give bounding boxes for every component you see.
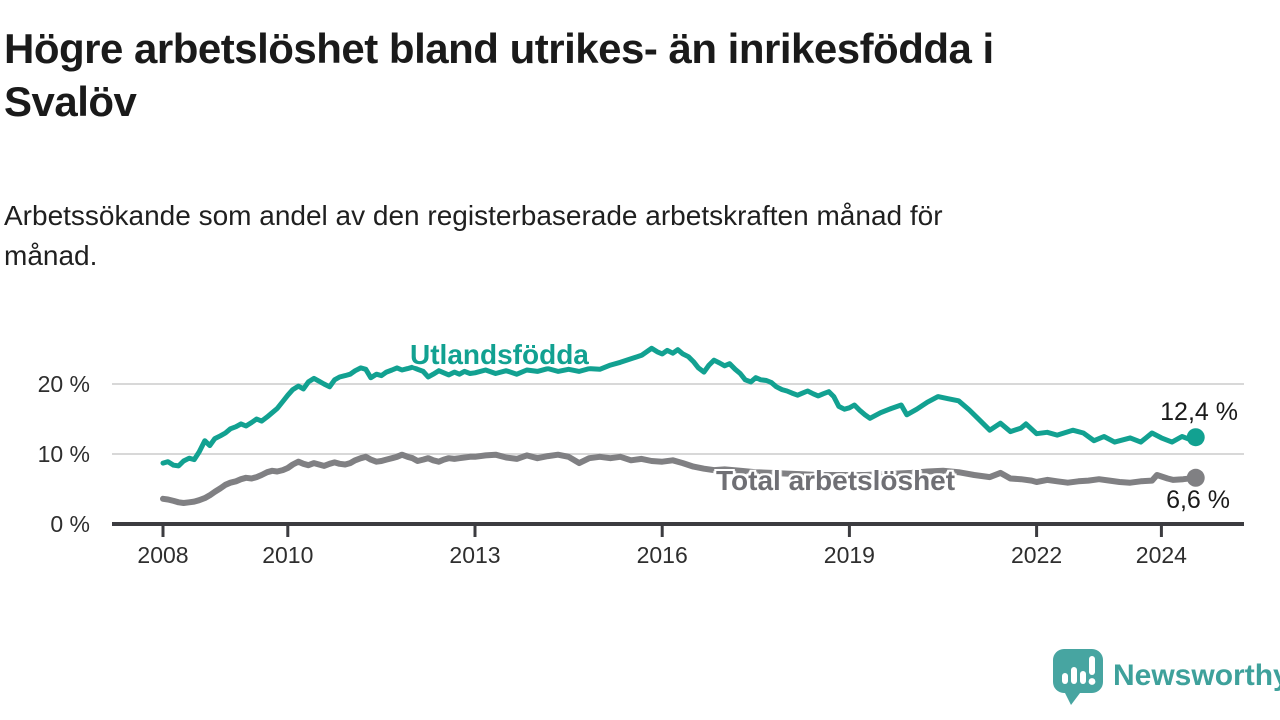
y-tick-label-20: 20 % xyxy=(37,371,90,397)
chart-title: Högre arbetslöshet bland utrikes- än inr… xyxy=(4,22,1254,128)
y-tick-label-10: 10 % xyxy=(37,441,90,467)
newsworthy-logo-icon xyxy=(1053,649,1103,705)
x-tick-label-2013: 2013 xyxy=(449,542,501,568)
series-label-utlandsfodda: Utlandsfödda xyxy=(410,339,589,370)
series-line-1 xyxy=(160,451,1199,506)
chart-title-line2: Svalöv xyxy=(4,78,137,125)
newsworthy-logo-text: Newsworthy xyxy=(1113,659,1280,692)
end-value-label-utlandsfodda: 12,4 % xyxy=(1160,398,1238,426)
chart-subtitle-line2: månad. xyxy=(4,240,98,271)
chart-subtitle-line1: Arbetssökande som andel av den registerb… xyxy=(4,200,943,231)
chart-title-line1: Högre arbetslöshet bland utrikes- än inr… xyxy=(4,25,994,72)
chart-subtitle: Arbetssökande som andel av den registerb… xyxy=(4,196,1184,276)
series-line-0 xyxy=(160,345,1199,469)
x-tick-label-2024: 2024 xyxy=(1135,542,1187,568)
newsworthy-logo: Newsworthy xyxy=(1046,645,1280,707)
x-tick-label-2010: 2010 xyxy=(262,542,314,568)
series-label-total-arbetsloshet: Total arbetslöshet xyxy=(716,465,956,496)
y-tick-label-0: 0 % xyxy=(50,511,90,537)
x-tick-label-2019: 2019 xyxy=(823,542,875,568)
end-value-label-total: 6,6 % xyxy=(1166,486,1230,514)
x-tick-label-2022: 2022 xyxy=(1011,542,1063,568)
series-end-dot-0 xyxy=(1186,428,1205,447)
series-end-dot-1 xyxy=(1186,468,1205,487)
x-tick-label-2008: 2008 xyxy=(137,542,189,568)
x-tick-label-2016: 2016 xyxy=(636,542,688,568)
